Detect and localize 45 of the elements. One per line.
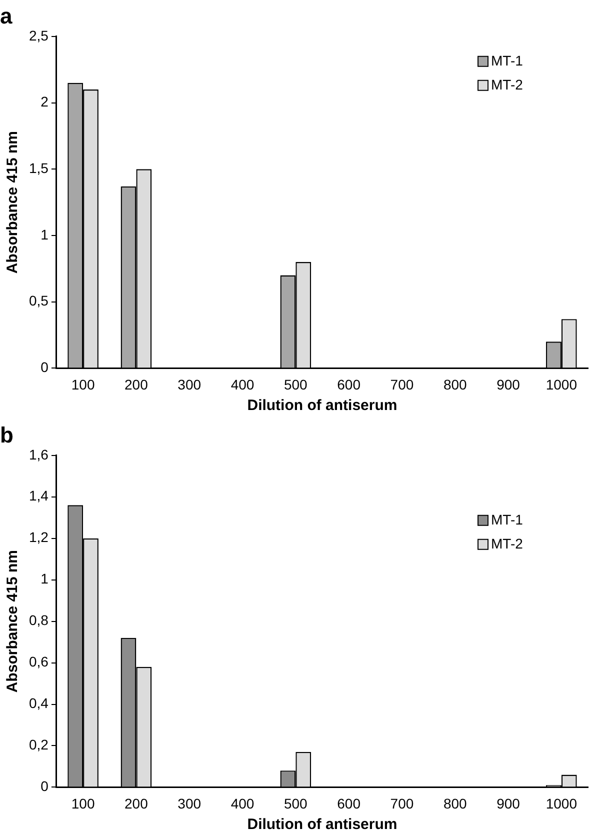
x-tick-label: 1000 [546,376,578,392]
y-axis-title: Absorbance 415 nm [4,131,22,274]
legend-label: MT-1 [491,52,524,68]
y-tick-label: 0 [40,359,49,376]
x-tick-label: 700 [390,376,414,392]
y-tick-label: 1 [40,570,49,587]
x-tick-label: 200 [124,376,148,392]
x-tick-label: 900 [496,376,520,392]
x-tick-label: 700 [390,795,414,812]
x-tick-label: 900 [496,795,520,812]
x-tick-label: 200 [124,795,148,812]
y-tick-label: 1 [40,226,49,242]
y-tick-label: 0,6 [28,654,49,670]
y-tick-label: 1,5 [28,160,49,176]
chart-title: a [0,3,13,28]
y-tick-label: 0,5 [28,292,49,309]
y-tick-label: 2,5 [28,27,49,44]
y-tick-label: 1,4 [28,488,49,504]
y-tick-label: 1,2 [28,529,49,546]
y-tick-label: 0,8 [28,612,49,628]
x-tick-label: 800 [443,376,468,392]
y-tick-label: 1,6 [28,446,49,462]
x-tick-label: 300 [178,376,202,392]
x-tick-label: 400 [230,795,254,812]
x-tick-label: 600 [337,376,361,392]
x-tick-label: 800 [443,795,468,812]
x-tick-label: 100 [71,376,95,392]
legend-label: MT-2 [491,535,524,552]
y-tick-label: 0,4 [28,695,49,712]
x-tick-label: 300 [178,795,202,812]
x-tick-label: 600 [337,795,361,812]
x-tick-label: 1000 [546,795,578,812]
x-tick-label: 400 [230,376,254,392]
x-tick-label: 100 [71,795,95,812]
y-tick-label: 2 [40,94,49,110]
y-axis-title: Absorbance 415 nm [4,550,22,693]
legend-label: MT-1 [491,511,524,528]
y-tick-label: 0 [40,778,49,794]
legend-label: MT-2 [491,76,524,92]
x-axis-title: Dilution of antiserum [247,816,398,834]
y-tick-label: 0,2 [28,736,49,753]
x-tick-label: 500 [284,376,308,392]
x-tick-label: 500 [284,795,308,812]
chart-title: b [0,422,14,448]
x-axis-title: Dilution of antiserum [247,397,398,414]
